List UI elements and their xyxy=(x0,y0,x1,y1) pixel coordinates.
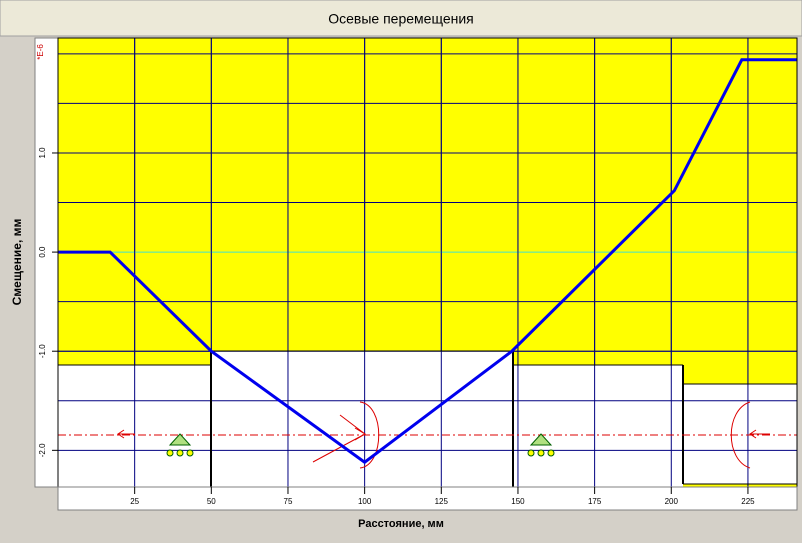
x-tick-label: 125 xyxy=(435,497,449,506)
y-tick-label: -1.0 xyxy=(38,344,47,358)
shaft-section xyxy=(211,351,513,487)
force-arrow xyxy=(749,429,770,439)
y-tick-label: 0.0 xyxy=(38,246,47,258)
x-axis-label: Расстояние, мм xyxy=(358,518,444,530)
x-tick-label: 225 xyxy=(741,497,755,506)
y-tick-label: 1.0 xyxy=(38,147,47,159)
x-tick-label: 100 xyxy=(358,497,372,506)
x-tick-label: 200 xyxy=(665,497,679,506)
y-tick-panel xyxy=(34,37,59,488)
support xyxy=(537,449,545,457)
y-tick-label: -2.0 xyxy=(38,443,47,457)
chart-title: Осевые перемещения xyxy=(328,11,473,27)
shaft-section xyxy=(513,365,683,487)
support xyxy=(166,449,174,457)
support xyxy=(176,449,184,457)
moment-arrow xyxy=(730,401,751,469)
y-axis-label: Смещение, мм xyxy=(10,219,24,306)
support xyxy=(547,449,555,457)
support xyxy=(186,449,194,457)
force-arrow xyxy=(117,429,135,439)
title-bar xyxy=(0,0,802,37)
x-tick-label: 175 xyxy=(588,497,602,506)
shaft-section xyxy=(683,384,797,484)
x-tick-label: 150 xyxy=(511,497,525,506)
y-scale-label: *E-6 xyxy=(36,44,45,60)
x-ruler xyxy=(57,486,798,511)
support xyxy=(527,449,535,457)
force-arrow xyxy=(312,414,366,463)
x-tick-label: 25 xyxy=(130,497,139,506)
support xyxy=(168,433,192,446)
moment-arrow xyxy=(359,401,380,469)
data-line xyxy=(58,58,797,465)
x-tick-label: 75 xyxy=(284,497,293,506)
support xyxy=(529,433,553,446)
x-tick-label: 50 xyxy=(207,497,216,506)
structure-lines xyxy=(58,350,797,487)
